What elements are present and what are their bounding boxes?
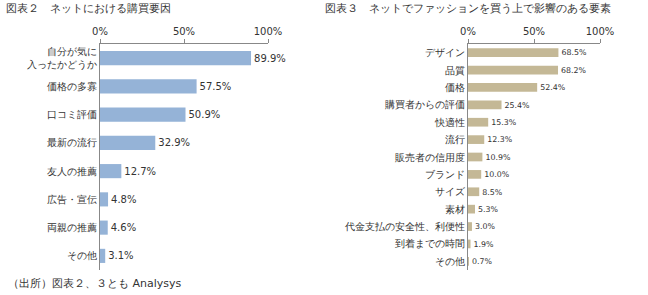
svg-text:50.9%: 50.9%: [189, 109, 221, 120]
svg-text:到着までの時間: 到着までの時間: [395, 238, 465, 249]
svg-text:12.7%: 12.7%: [124, 166, 156, 177]
svg-text:販売者の信用度: 販売者の信用度: [395, 152, 465, 163]
svg-text:0.7%: 0.7%: [472, 257, 493, 266]
svg-text:図表２ ネットにおける購買要因: 図表２ ネットにおける購買要因: [6, 2, 171, 15]
svg-text:3.0%: 3.0%: [475, 222, 496, 231]
svg-text:快適性: 快適性: [434, 117, 465, 128]
svg-text:サイズ: サイズ: [435, 186, 466, 197]
svg-text:図表３ ネットでファッションを買う上で影響のある要素: 図表３ ネットでファッションを買う上で影響のある要素: [325, 2, 611, 15]
svg-text:50%: 50%: [173, 26, 195, 37]
svg-text:25.4%: 25.4%: [505, 101, 531, 110]
svg-text:最新の流行: 最新の流行: [47, 137, 97, 148]
svg-text:89.9%: 89.9%: [254, 53, 286, 64]
svg-text:12.3%: 12.3%: [487, 135, 513, 144]
svg-text:自分が気に入ったかどうか: 自分が気に入ったかどうか: [27, 46, 97, 70]
svg-text:10.0%: 10.0%: [484, 170, 510, 179]
svg-text:0%: 0%: [460, 26, 476, 37]
svg-text:ブランド: ブランド: [425, 169, 465, 180]
svg-text:4.6%: 4.6%: [111, 222, 136, 233]
svg-text:4.8%: 4.8%: [111, 194, 136, 205]
svg-text:3.1%: 3.1%: [108, 250, 133, 261]
svg-text:素材: 素材: [445, 204, 465, 215]
svg-text:52.4%: 52.4%: [540, 83, 566, 92]
svg-text:その他: その他: [435, 256, 465, 267]
html-text:（出所）図表２、３とも Analysys: （出所）図表２、３とも Analysys: [8, 277, 182, 290]
svg-text:価格: 価格: [445, 82, 465, 93]
svg-text:代金支払の安全性、利便性: 代金支払の安全性、利便性: [344, 221, 465, 232]
svg-text:流行: 流行: [445, 134, 465, 145]
svg-text:100%: 100%: [254, 26, 283, 37]
svg-text:デザイン: デザイン: [425, 47, 465, 58]
svg-text:その他: その他: [67, 250, 97, 261]
svg-text:50%: 50%: [523, 26, 545, 37]
svg-text:品質: 品質: [445, 65, 465, 76]
svg-text:100%: 100%: [586, 26, 615, 37]
svg-text:32.9%: 32.9%: [158, 137, 190, 148]
svg-text:57.5%: 57.5%: [200, 81, 232, 92]
svg-text:15.3%: 15.3%: [491, 118, 517, 127]
svg-text:8.5%: 8.5%: [482, 188, 503, 197]
svg-text:1.9%: 1.9%: [474, 240, 495, 249]
svg-text:0%: 0%: [92, 26, 108, 37]
svg-text:購買者からの評価: 購買者からの評価: [385, 99, 465, 110]
svg-text:68.2%: 68.2%: [561, 66, 587, 75]
svg-text:価格の多寡: 価格の多寡: [47, 81, 97, 92]
svg-text:68.5%: 68.5%: [561, 48, 587, 57]
svg-text:友人の推薦: 友人の推薦: [47, 166, 97, 177]
svg-text:5.3%: 5.3%: [478, 205, 499, 214]
svg-text:両親の推薦: 両親の推薦: [47, 222, 97, 233]
svg-text:口コミ評価: 口コミ評価: [47, 109, 97, 120]
svg-text:広告・宣伝: 広告・宣伝: [47, 194, 97, 205]
svg-text:10.9%: 10.9%: [485, 153, 511, 162]
